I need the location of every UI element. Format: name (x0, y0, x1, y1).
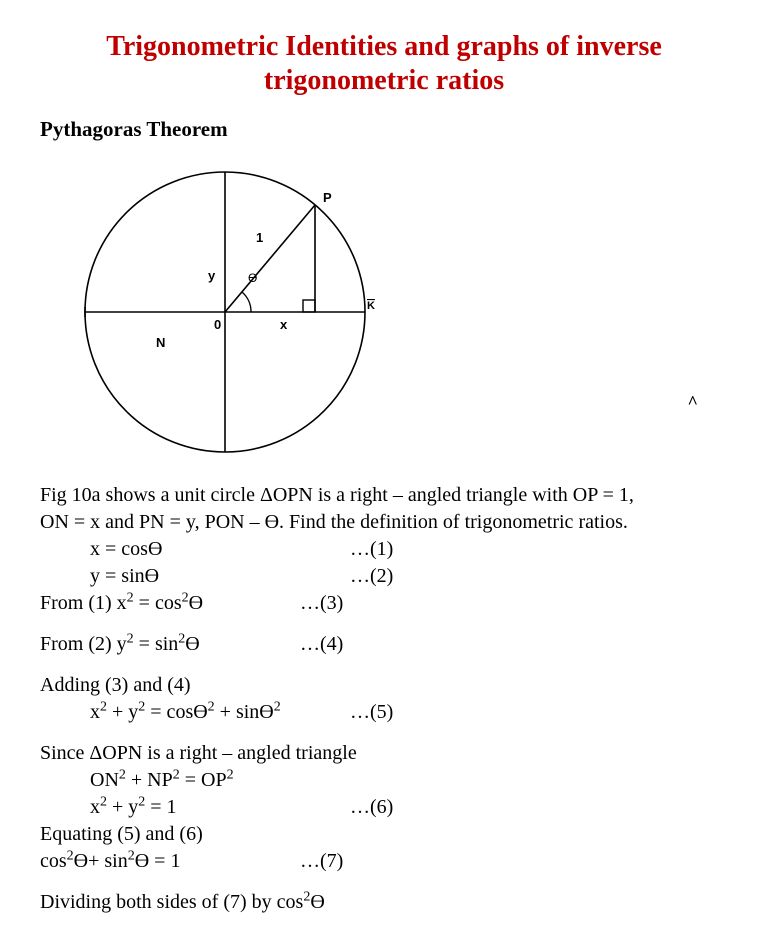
label-y: y (208, 268, 216, 283)
adding-line: Adding (3) and (4) (40, 672, 728, 699)
section-heading: Pythagoras Theorem (40, 117, 728, 142)
since-line: Since ΔOPN is a right – angled triangle (40, 740, 728, 767)
label-zero: 0 (214, 317, 221, 332)
dividing-line: Dividing both sides of (7) by cos2ϴ (40, 889, 728, 916)
page-title: Trigonometric Identities and graphs of i… (40, 30, 728, 97)
label-theta: ϴ (248, 271, 257, 285)
figure-container: P 1 ϴ y 0 x N K ^ (40, 152, 728, 482)
equation-5: x2 + y2 = cosϴ2 + sinϴ2 …(5) (40, 699, 728, 726)
label-K: K (367, 300, 375, 312)
equating-line: Equating (5) and (6) (40, 821, 728, 848)
unit-circle-diagram: P 1 ϴ y 0 x N K (70, 152, 390, 462)
label-one: 1 (256, 230, 263, 245)
equation-4: From (2) y2 = sin2ϴ …(4) (40, 631, 728, 658)
body-text: Fig 10a shows a unit circle ΔOPN is a ri… (40, 482, 728, 916)
equation-3: From (1) x2 = cos2ϴ …(3) (40, 590, 728, 617)
caret-icon: ^ (688, 392, 698, 413)
label-x: x (280, 317, 288, 332)
equation-6: x2 + y2 = 1 …(6) (40, 794, 728, 821)
equation-1: x = cosϴ …(1) (40, 536, 728, 563)
equation-onp: ON2 + NP2 = OP2 (40, 767, 728, 794)
equation-2: y = sinϴ …(2) (40, 563, 728, 590)
label-N: N (156, 335, 165, 350)
equation-7: cos2ϴ+ sin2ϴ = 1 …(7) (40, 848, 728, 875)
caption-line-1: Fig 10a shows a unit circle ΔOPN is a ri… (40, 482, 728, 509)
label-P: P (323, 190, 332, 205)
caption-line-2: ON = x and PN = y, PON – ϴ. Find the def… (40, 509, 728, 536)
